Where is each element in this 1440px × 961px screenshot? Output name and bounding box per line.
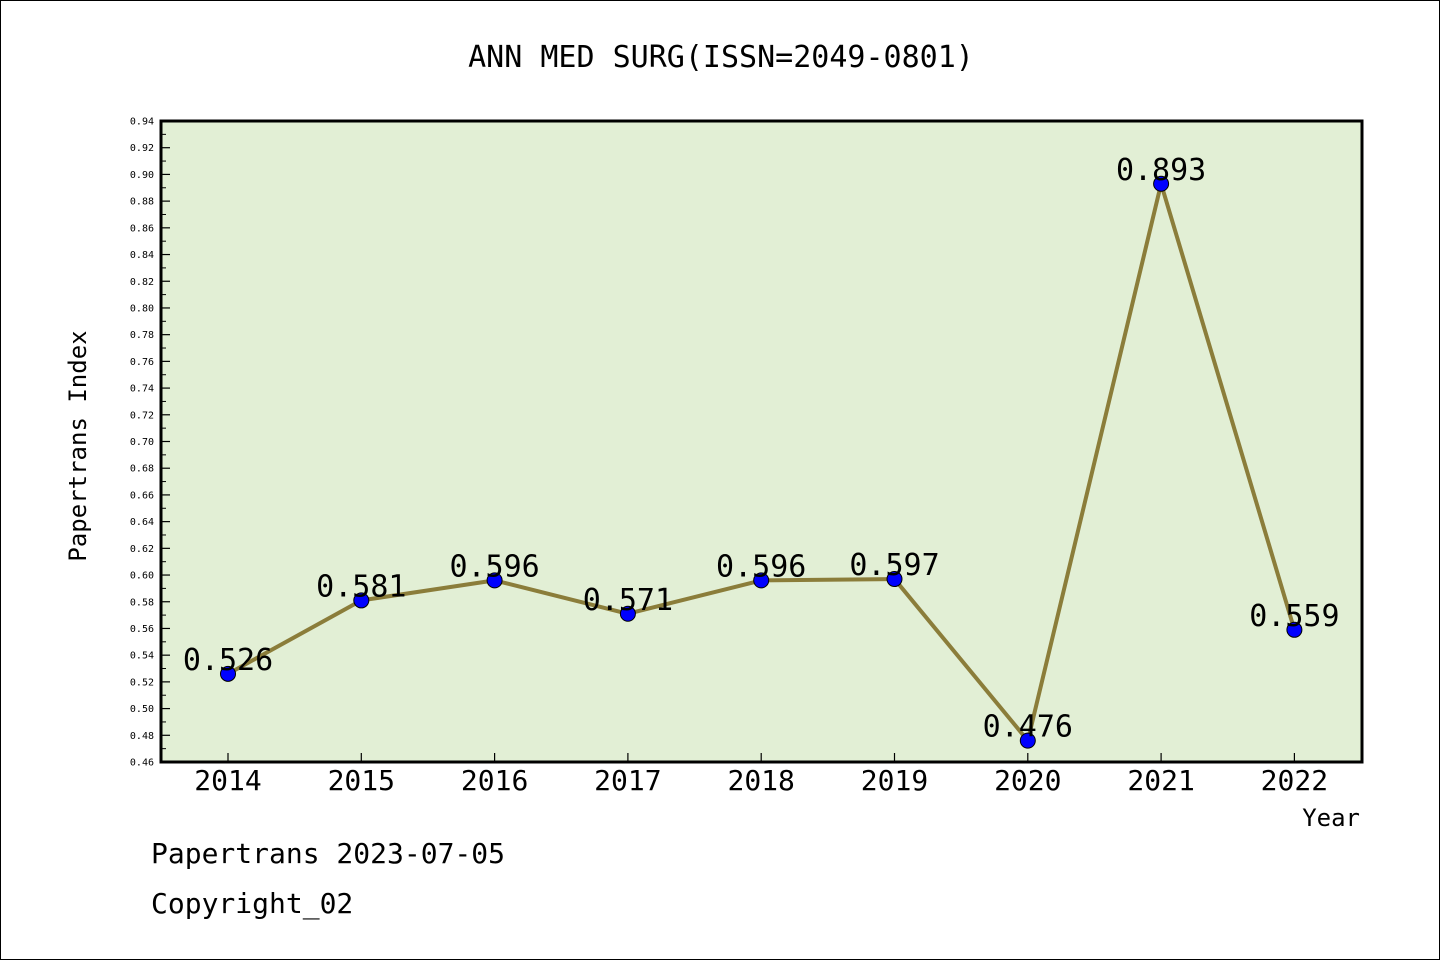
data-point <box>486 572 503 589</box>
x-axis-ticks: 2014 2015 2016 2017 2018 2019 2020 2021 2022 <box>194 753 1328 797</box>
y-tick-label: 0.84 <box>130 250 154 261</box>
y-tick-label: 0.52 <box>130 677 154 688</box>
data-point <box>1286 621 1303 638</box>
y-tick-label: 0.90 <box>130 170 154 181</box>
data-labels: 0.526 0.581 0.596 0.571 0.596 0.597 0.476 0.893… <box>183 153 1340 745</box>
x-tick-label: 2017 <box>594 764 661 797</box>
y-tick-label: 0.80 <box>130 303 154 314</box>
data-point <box>1153 175 1170 192</box>
y-tick-label: 0.86 <box>130 223 154 234</box>
y-tick-label: 0.64 <box>130 517 154 528</box>
y-tick-label: 0.46 <box>130 758 154 769</box>
data-point <box>886 571 903 588</box>
data-label: 0.596 <box>716 549 806 584</box>
y-tick-label: 0.54 <box>130 651 154 662</box>
y-tick-label: 0.92 <box>130 143 154 154</box>
y-tick-label: 0.70 <box>130 437 154 448</box>
x-tick-label: 2015 <box>328 764 395 797</box>
y-tick-label: 0.82 <box>130 277 154 288</box>
data-point <box>1019 732 1036 749</box>
data-label: 0.596 <box>449 549 539 584</box>
x-tick-label: 2021 <box>1127 764 1194 797</box>
y-tick-label: 0.66 <box>130 490 154 501</box>
data-point <box>220 665 236 682</box>
y-tick-label: 0.78 <box>130 330 154 341</box>
y-tick-label: 0.62 <box>130 544 154 555</box>
data-point <box>619 605 636 622</box>
data-label: 0.893 <box>1116 153 1206 188</box>
x-tick-label: 2022 <box>1261 764 1328 797</box>
data-label: 0.581 <box>316 569 406 604</box>
x-axis-title: Year <box>1302 804 1360 832</box>
y-tick-label: 0.60 <box>130 571 154 582</box>
data-point <box>353 592 370 609</box>
y-tick-label: 0.48 <box>130 731 154 742</box>
x-tick-label: 2020 <box>994 764 1061 797</box>
y-tick-label: 0.58 <box>130 597 154 608</box>
footer-date: Papertrans 2023-07-05 <box>151 837 506 870</box>
y-tick-label: 0.94 <box>130 117 154 128</box>
data-label: 0.571 <box>583 583 673 618</box>
data-label: 0.597 <box>849 548 939 583</box>
y-tick-label: 0.50 <box>130 704 154 715</box>
data-point <box>753 572 770 589</box>
data-label: 0.476 <box>983 710 1073 745</box>
y-axis-title: Papertrans Index <box>64 330 92 561</box>
y-tick-label: 0.56 <box>130 624 154 635</box>
y-axis-ticks: 0.46 0.48 0.50 0.52 0.54 0.56 0.58 0.60 0.62 0.64… <box>130 117 170 769</box>
y-tick-label: 0.74 <box>130 384 154 395</box>
data-label: 0.526 <box>183 643 273 678</box>
x-tick-label: 2014 <box>194 764 261 797</box>
footer-copyright: Copyright_02 <box>151 887 354 920</box>
data-label: 0.559 <box>1249 599 1339 634</box>
x-tick-label: 2016 <box>461 764 528 797</box>
chart-title: ANN MED SURG(ISSN=2049-0801) <box>468 40 974 75</box>
x-tick-label: 2019 <box>861 764 928 797</box>
y-tick-label: 0.72 <box>130 410 154 421</box>
y-tick-label: 0.68 <box>130 464 154 475</box>
series-layer <box>220 175 1303 749</box>
plot-area <box>159 119 1364 764</box>
y-tick-label: 0.76 <box>130 357 154 368</box>
y-tick-label: 0.88 <box>130 197 154 208</box>
x-tick-label: 2018 <box>727 764 794 797</box>
